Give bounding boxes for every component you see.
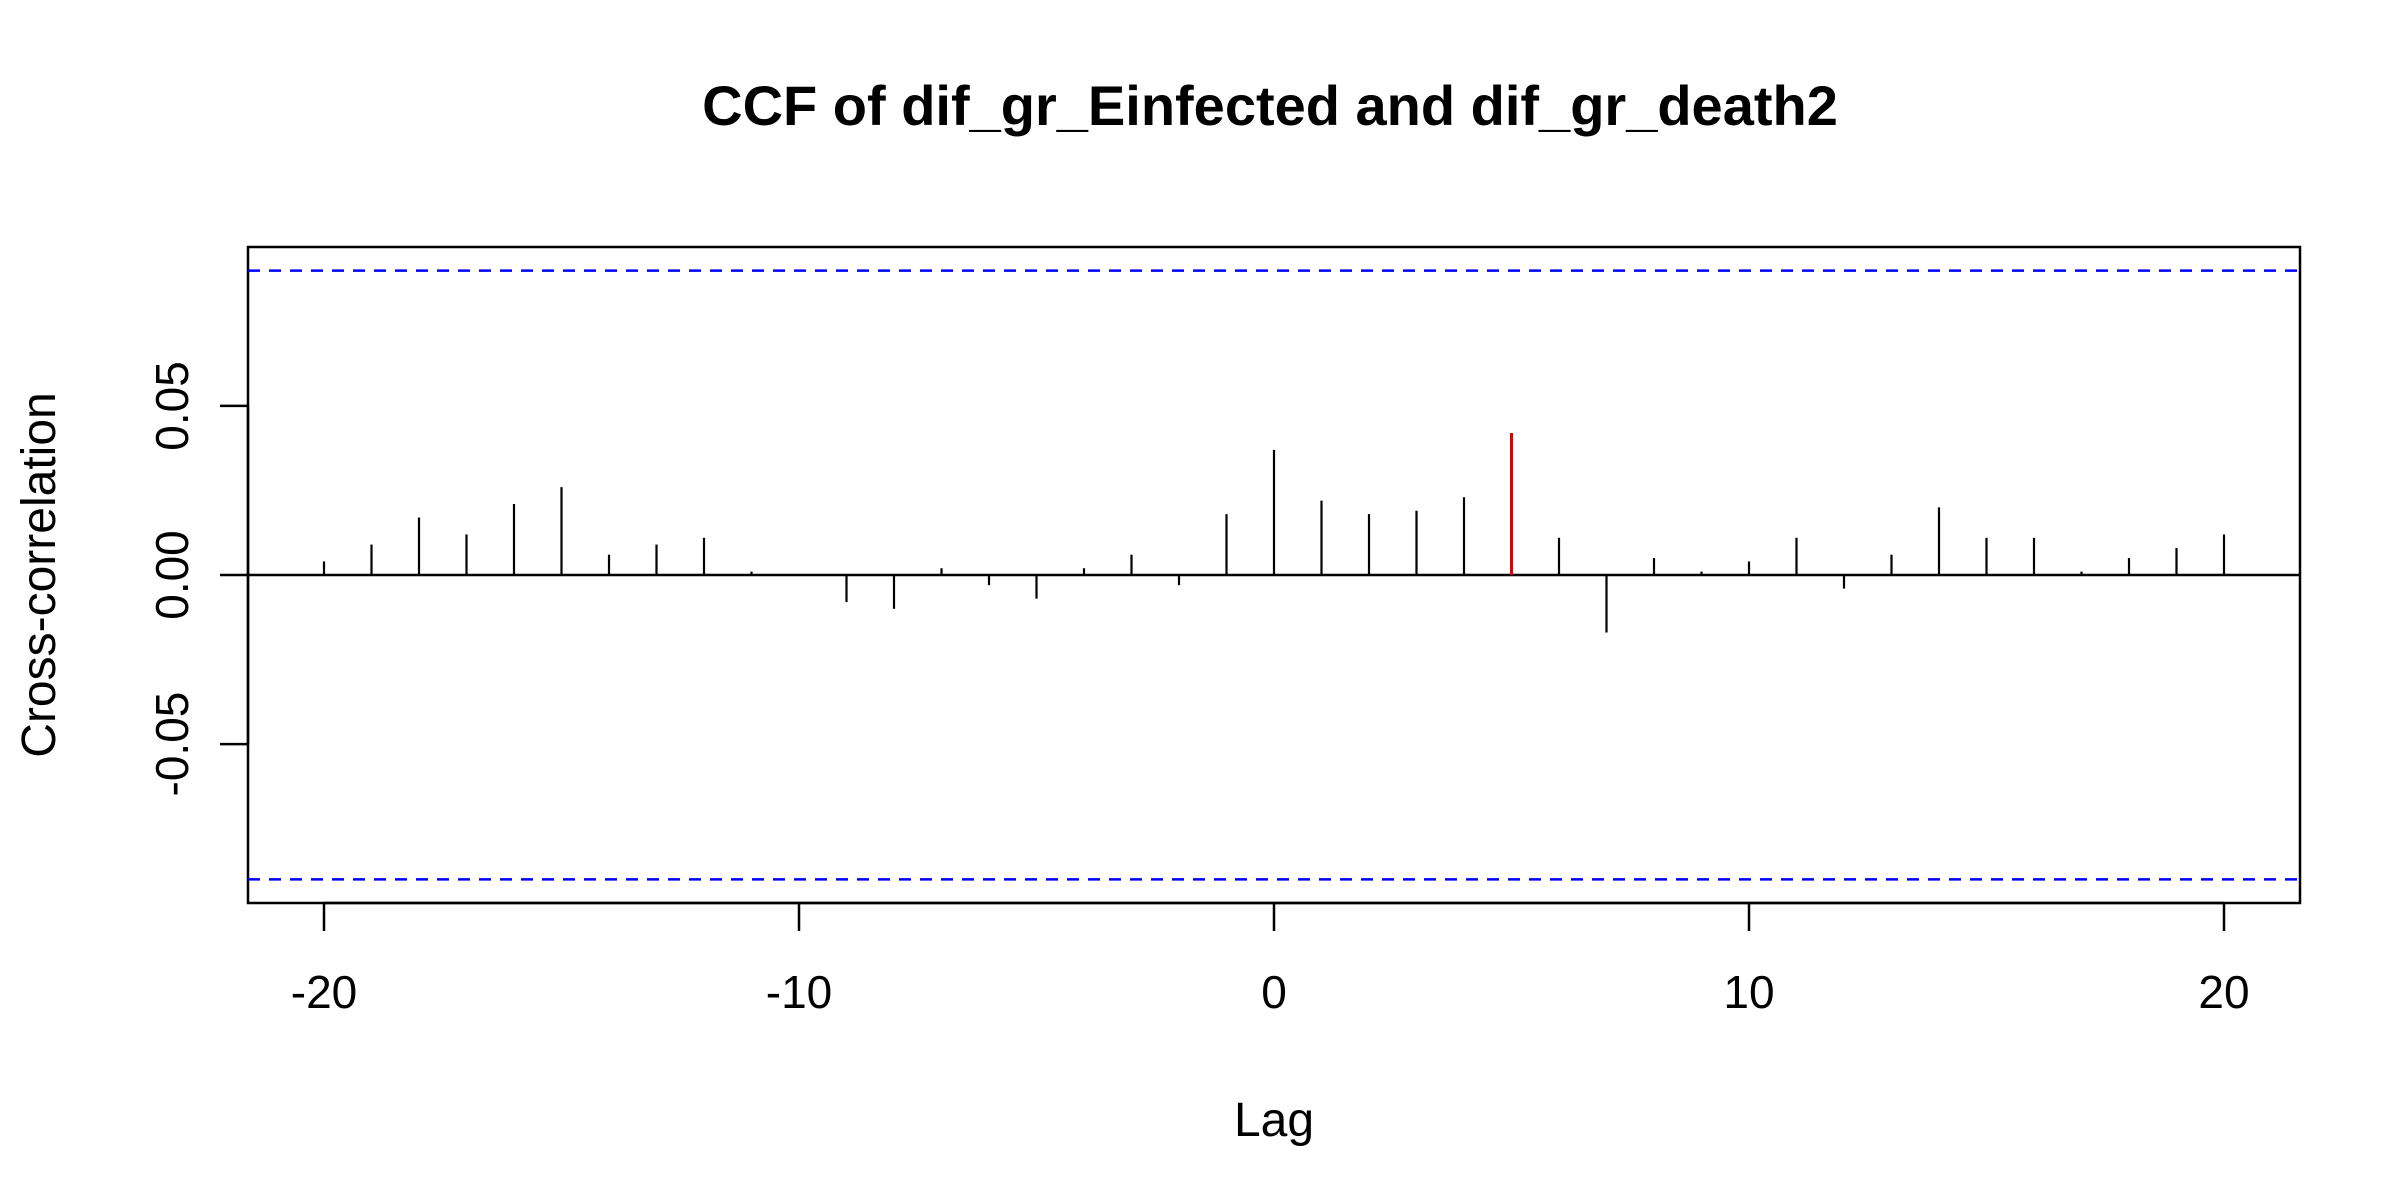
x-tick-label: -20: [291, 966, 357, 1018]
y-tick-label: 0.05: [146, 361, 198, 451]
y-tick-label: 0.00: [146, 530, 198, 620]
x-axis: -20 -10 0 10 20: [291, 901, 2250, 1018]
ccf-bars: [322, 432, 2226, 633]
confidence-bounds: [248, 269, 2300, 881]
chart-title: CCF of dif_gr_Einfected and dif_gr_death…: [702, 74, 1838, 137]
x-tick-label: 10: [1723, 966, 1774, 1018]
y-axis-label: Cross-correlation: [13, 392, 66, 757]
y-axis: -0.05 0.00 0.05: [146, 361, 250, 797]
y-tick-label: -0.05: [146, 692, 198, 797]
x-axis-label: Lag: [1234, 1094, 1314, 1147]
x-tick-label: 0: [1261, 966, 1287, 1018]
x-tick-label: 20: [2198, 966, 2249, 1018]
x-tick-label: -10: [766, 966, 832, 1018]
